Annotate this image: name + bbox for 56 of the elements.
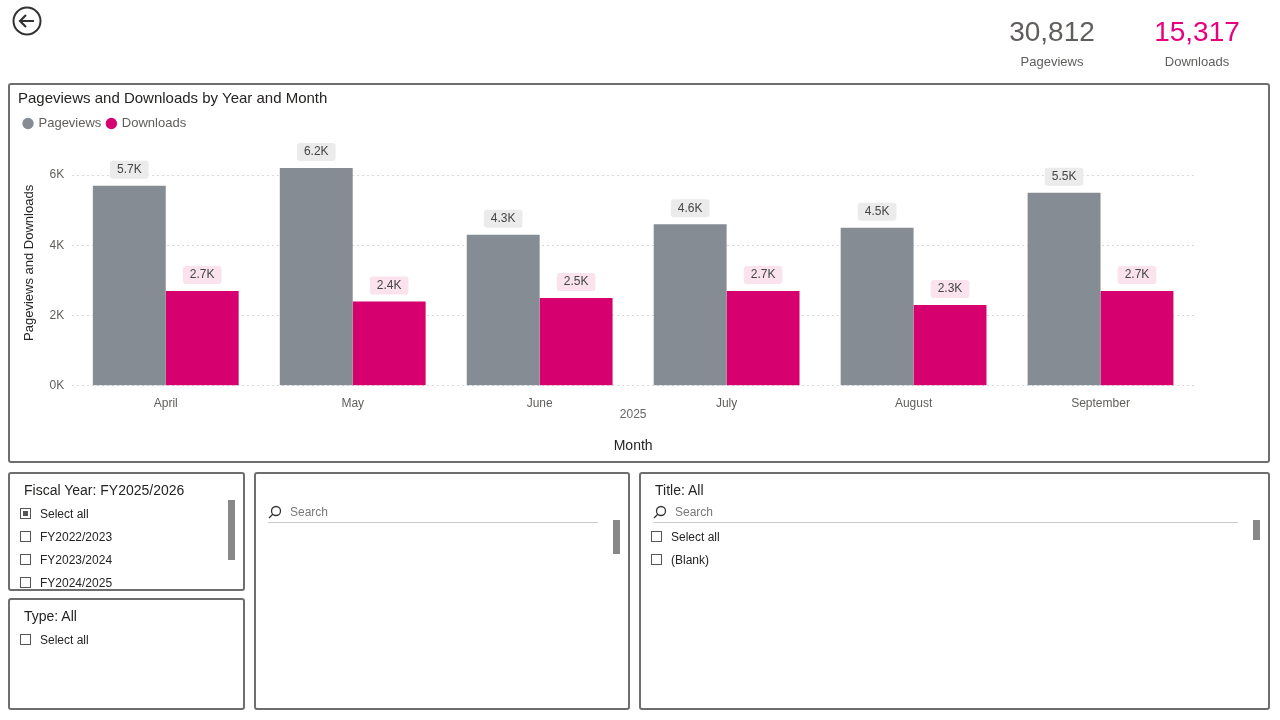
x-axis-title: Month (613, 437, 653, 454)
text: Search (675, 505, 714, 519)
bar (539, 298, 613, 386)
text: Select all (40, 632, 89, 647)
bar (653, 224, 727, 386)
bar (92, 185, 166, 386)
text: Search (290, 505, 329, 519)
x-tick-label: May (341, 396, 365, 411)
data-label: 2.5K (563, 274, 589, 289)
bar (279, 168, 353, 386)
text: FY2024/2025 (40, 575, 113, 590)
data-label: 5.7K (116, 161, 142, 176)
text: Downloads (1163, 54, 1231, 69)
y-tick-label: 6K (49, 167, 65, 182)
data-label: 2.7K (1124, 267, 1150, 282)
text: 30,812 (1008, 16, 1096, 48)
bar (840, 227, 914, 386)
y-tick-label: 0K (49, 378, 65, 393)
x-tick-label: June (526, 396, 553, 411)
x-tick-label: April (153, 396, 178, 411)
text: FY2023/2024 (40, 552, 113, 567)
text: FY2022/2023 (40, 529, 113, 544)
data-label: 6.2K (303, 144, 329, 159)
bar (1100, 290, 1174, 386)
y-axis-title: Pageviews and Downloads (21, 184, 37, 341)
legend-label: Pageviews (38, 115, 102, 131)
text: Fiscal Year: FY2025/2026 (24, 482, 186, 498)
data-label: 4.3K (490, 211, 516, 226)
legend-label: Downloads (121, 115, 187, 131)
bar (726, 290, 800, 386)
data-label: 4.5K (864, 204, 890, 219)
data-label: 2.4K (376, 277, 402, 292)
chart-title: Pageviews and Downloads by Year and Month (18, 89, 328, 106)
x-tick-label: September (1071, 396, 1130, 411)
bar (1027, 192, 1101, 386)
text: Pageviews (1019, 54, 1085, 69)
data-label: 2.7K (189, 267, 215, 282)
data-label: 2.7K (750, 267, 776, 282)
bar (466, 234, 540, 386)
text: 15,317 (1153, 16, 1241, 48)
text: (Blank) (671, 552, 710, 567)
text: Title: All (655, 482, 705, 498)
text: 2025 (619, 407, 647, 422)
bar (165, 290, 239, 386)
data-label: 5.5K (1051, 168, 1077, 183)
text: Select all (40, 506, 89, 521)
x-tick-label: July (715, 396, 738, 411)
text: Type: All (24, 608, 78, 624)
data-label: 2.3K (937, 281, 963, 296)
bar (913, 305, 987, 386)
y-tick-label: 4K (49, 237, 65, 252)
y-tick-label: 2K (49, 307, 65, 322)
text: Select all (671, 529, 720, 544)
bar (352, 301, 426, 386)
x-tick-label: August (894, 396, 933, 411)
data-label: 4.6K (677, 200, 703, 215)
